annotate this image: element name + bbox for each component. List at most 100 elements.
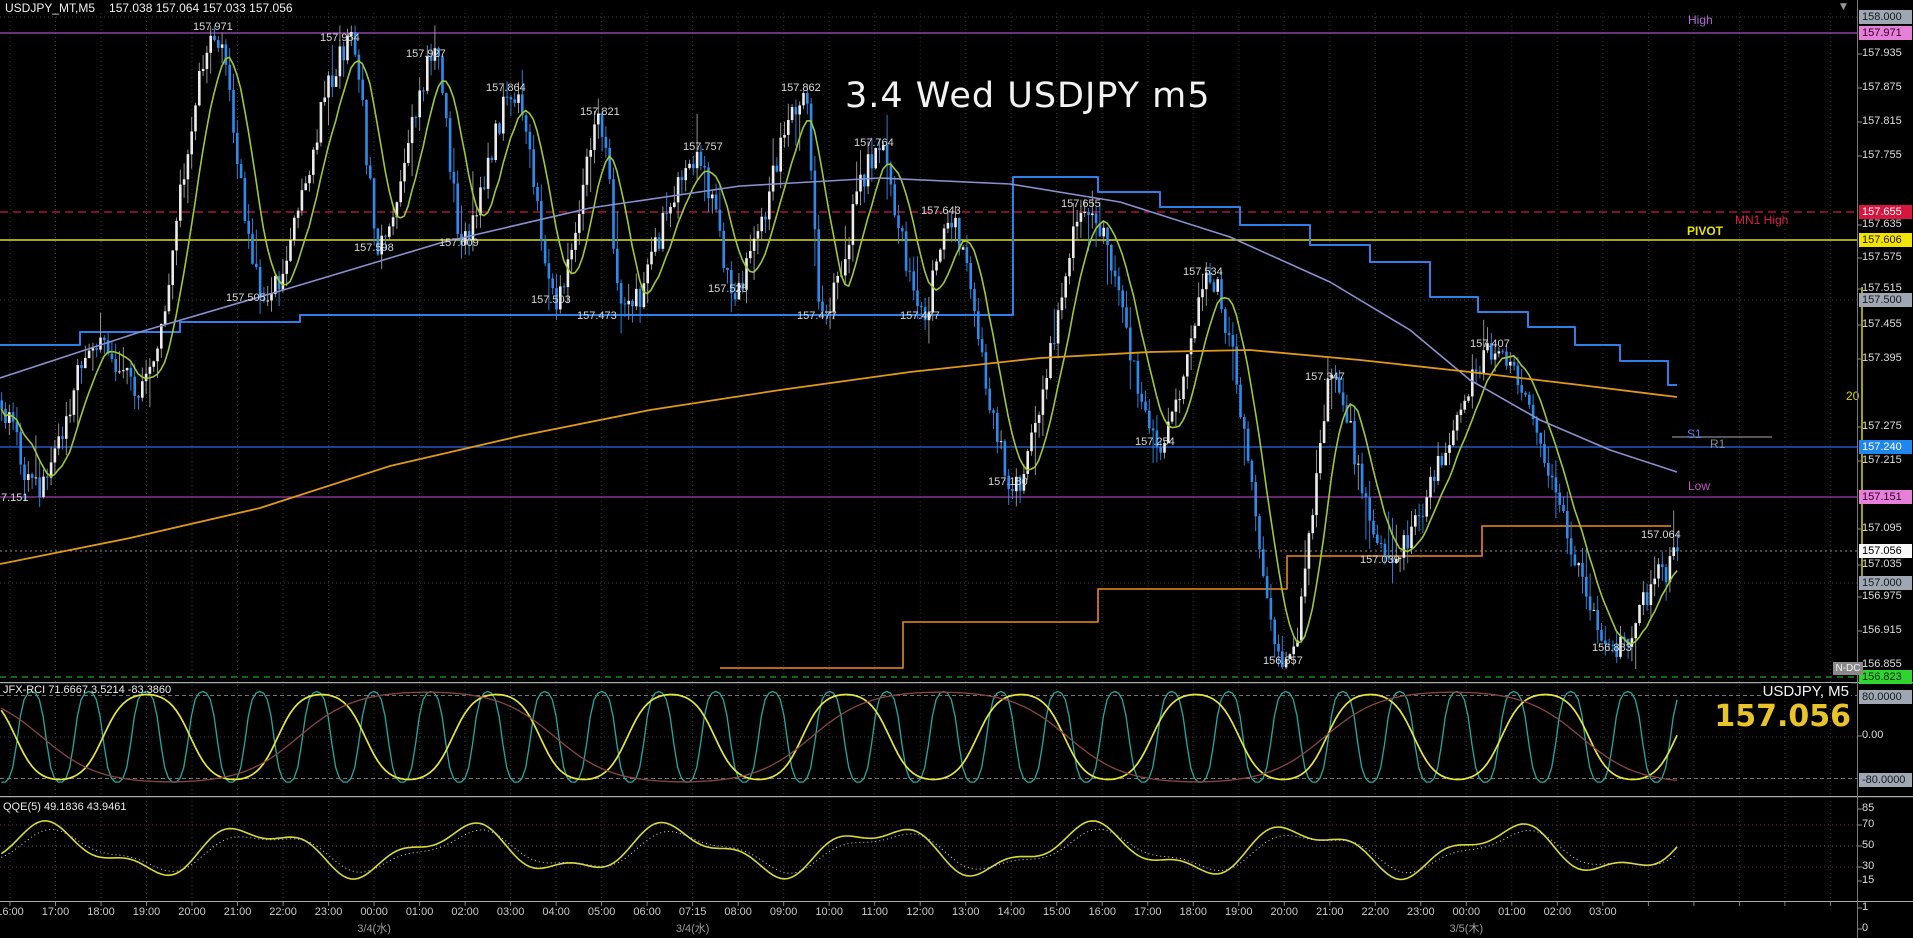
price-scale-label: 50	[1862, 839, 1875, 851]
symbol-period-label: USDJPY_MT,M5	[5, 1, 96, 15]
chart-title-bar: USDJPY_MT,M5 157.038 157.064 157.033 157.…	[5, 1, 293, 15]
price-scale-label: 156.915	[1862, 624, 1902, 636]
price-scale-label: 157.815	[1862, 115, 1902, 127]
price-scale-badge: 157.971	[1859, 26, 1912, 40]
price-scale-label: 156.855	[1862, 658, 1902, 670]
subwindow-symbol-label: USDJPY, M5	[1760, 683, 1851, 700]
price-annotation: 157.862	[781, 82, 821, 94]
time-label: 23:00	[1407, 906, 1435, 918]
time-label: 16:00	[0, 906, 24, 918]
time-label: 20:00	[1270, 906, 1299, 918]
time-label: 08:00	[724, 906, 752, 918]
time-label: 05:00	[587, 906, 616, 918]
time-label: 18:00	[1179, 906, 1208, 918]
price-scale-label: 156.975	[1862, 590, 1902, 602]
time-label: 03:00	[1589, 906, 1617, 918]
rci-indicator-label: JFX-RCI 71.6667 3.5214 -83.3860	[3, 684, 172, 696]
time-label: 22:00	[269, 906, 297, 918]
price-annotation: 157.347	[1305, 371, 1345, 383]
window-separator[interactable]	[0, 682, 1913, 683]
time-label: 01:00	[405, 906, 434, 918]
price-scale-label: 157.395	[1862, 352, 1902, 364]
time-label: 00:00	[360, 906, 388, 918]
price-annotation: 157.407	[1470, 338, 1510, 350]
s1-line-label: S1	[1687, 427, 1702, 441]
price-scale-badge: 158.000	[1859, 10, 1912, 24]
price-annotation: 156.883	[1592, 642, 1632, 654]
price-annotation: 156.857	[1263, 655, 1303, 667]
price-annotation: 157.534	[1183, 266, 1223, 278]
scroll-end-arrow-icon[interactable]: ▼	[1840, 2, 1847, 12]
price-scale-badge: 157.655	[1859, 205, 1912, 219]
ohlc-values: 157.038 157.064 157.033 157.056	[109, 1, 293, 15]
price-annotation: 157.525	[708, 283, 748, 295]
time-label: 22:00	[1361, 906, 1390, 918]
price-scale-label: 157.515	[1862, 282, 1902, 294]
price-scale-label: 15	[1862, 874, 1875, 886]
price-annotation: 157.764	[854, 137, 894, 149]
time-label: 07:15	[678, 906, 707, 918]
chart-watermark: 3.4 Wed USDJPY m5	[845, 76, 1211, 116]
mn1-high-line-label: MN1 High	[1735, 213, 1789, 227]
price-scale-badge: 157.606	[1859, 233, 1912, 247]
time-label: 21:00	[1316, 906, 1344, 918]
price-annotation: 157.503	[531, 294, 571, 306]
price-scale-badge: 80.0000	[1859, 690, 1912, 704]
price-scale-label: 157.275	[1862, 420, 1902, 432]
time-scale[interactable]: 16:00 17:00 18:00 19:00 20:00 21:00 22:00 23:00…	[0, 902, 1913, 938]
time-label: 02:00	[1543, 906, 1572, 918]
time-label: 19:00	[132, 906, 161, 918]
price-scale-badge: 157.240	[1859, 440, 1912, 454]
price-scale[interactable]: 158.000 157.971 157.935 157.875 157.815 157.7…	[1857, 0, 1913, 938]
price-scale-label: 70	[1862, 818, 1875, 830]
price-annotation: 157.643	[921, 205, 961, 217]
price-annotation: 157.477	[797, 310, 837, 322]
time-label: 04:00	[542, 906, 570, 918]
high-line-label: High	[1688, 13, 1713, 27]
time-label: 15:00	[1042, 906, 1071, 918]
price-scale-badge: 157.151	[1859, 490, 1912, 504]
corner-badge: N-DC	[1833, 662, 1863, 675]
time-label: 21:00	[223, 906, 252, 918]
price-annotation: 157.864	[486, 82, 526, 94]
price-scale-label: 1	[1862, 901, 1869, 913]
price-scale-label: 30	[1862, 860, 1875, 872]
time-label: 17:00	[1133, 906, 1162, 918]
price-scale-label: 157.095	[1862, 522, 1902, 534]
price-annotation: 157.473	[577, 310, 617, 322]
time-label: 11:00	[861, 906, 889, 918]
price-annotation: 157.821	[580, 106, 620, 118]
price-scale-label: 85	[1862, 802, 1875, 814]
window-separator-shadow	[0, 683, 1913, 684]
time-label: 13:00	[951, 906, 980, 918]
count-20-label: 20	[1846, 389, 1860, 403]
window-separator-shadow	[0, 797, 1913, 798]
price-scale-label: 157.635	[1862, 218, 1902, 230]
price-scale-badge: 156.823	[1859, 670, 1912, 684]
price-annotation: 157.954	[320, 32, 360, 44]
r1-line-label: R1	[1710, 437, 1726, 451]
price-annotation: 157.757	[683, 141, 723, 153]
time-label: 06:00	[633, 906, 661, 918]
price-annotation: 157.609	[439, 237, 479, 249]
time-label: 02:00	[451, 906, 479, 918]
price-annotation: 157.655	[1061, 198, 1101, 210]
price-annotation: 157.254	[1135, 436, 1175, 448]
window-separator[interactable]	[0, 796, 1913, 797]
current-price-display: 157.056	[1714, 699, 1851, 734]
price-annotation: 157.927	[406, 48, 446, 60]
time-label: 19:00	[1225, 906, 1253, 918]
time-label: 00:00	[1452, 906, 1481, 918]
price-annotation: 157.180	[988, 476, 1028, 488]
price-annotation: 157.064	[1641, 529, 1681, 541]
time-label: 18:00	[87, 906, 115, 918]
pivot-line-label: PIVOT	[1687, 224, 1724, 238]
low-line-label: Low	[1688, 479, 1711, 493]
time-label: 10:00	[815, 906, 843, 918]
price-scale-label: 157.755	[1862, 149, 1902, 161]
time-label: 03:00	[496, 906, 525, 918]
window-separator	[0, 901, 1913, 902]
time-label: 12:00	[906, 906, 934, 918]
